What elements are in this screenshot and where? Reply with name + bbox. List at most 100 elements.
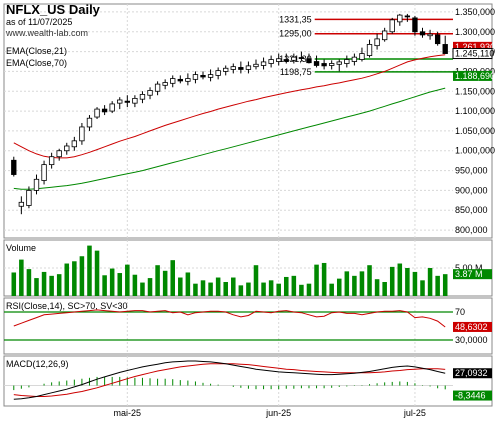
- volume-bar: [223, 282, 228, 296]
- candle-body: [41, 164, 47, 181]
- volume-bar: [193, 283, 198, 296]
- volume-bar: [26, 269, 32, 296]
- last-value-tag: [453, 70, 492, 81]
- candle-body: [86, 117, 93, 128]
- candle-body: [359, 53, 365, 60]
- price-y-tick-label: 1.300,000: [455, 27, 495, 37]
- candle-body: [419, 31, 426, 36]
- macd-last-tag: [453, 368, 492, 379]
- volume-bar: [162, 270, 168, 296]
- candle-body: [117, 99, 123, 104]
- x-tick-label: jun-25: [265, 408, 291, 418]
- volume-bar: [200, 280, 206, 296]
- volume-bar: [405, 268, 410, 296]
- rsi-last-tag: [453, 321, 492, 332]
- volume-bar: [238, 285, 244, 296]
- candle-body: [283, 59, 289, 62]
- volume-bar: [268, 280, 274, 296]
- candle-body: [124, 100, 130, 103]
- volume-bar: [215, 277, 221, 296]
- price-y-tick-label: 900,000: [455, 185, 488, 195]
- x-tick-label: jul-25: [403, 408, 426, 418]
- candle-body: [291, 56, 297, 61]
- macd-line: [13, 360, 446, 400]
- candle-body: [147, 90, 153, 96]
- price-y-tick-label: 800,000: [455, 225, 488, 235]
- candle-body: [238, 67, 244, 70]
- macd-last-label: 27,0932: [455, 368, 488, 378]
- volume-bar: [178, 277, 183, 296]
- candle-body: [374, 38, 380, 47]
- level-label: 1331,35: [279, 14, 312, 24]
- candle-body: [79, 126, 85, 142]
- volume-bar: [11, 272, 17, 296]
- site-url: www.wealth-lab.com: [6, 28, 89, 38]
- candle-body: [366, 44, 373, 56]
- volume-bar: [147, 278, 153, 296]
- volume-bar: [132, 274, 138, 296]
- volume-bar: [397, 263, 403, 296]
- price-y-tick-label: 1.350,000: [455, 7, 495, 17]
- price-y-tick-label: 1.050,000: [455, 126, 495, 136]
- volume-bar: [374, 279, 380, 296]
- price-y-tick-label: 1.000,000: [455, 146, 495, 156]
- volume-bar: [170, 260, 176, 296]
- volume-bar: [185, 272, 191, 296]
- volume-bar: [276, 283, 281, 296]
- candle-body: [268, 59, 274, 64]
- rsi-line: [13, 309, 446, 328]
- rsi-y-tick-label: 30,0000: [455, 335, 488, 345]
- last-value-tag: [453, 41, 492, 52]
- candle-body: [442, 44, 448, 54]
- volume-bar: [208, 282, 213, 296]
- as-of-date: as of 11/07/2025: [6, 17, 73, 27]
- candle-body: [253, 63, 259, 68]
- candle-body: [412, 17, 418, 33]
- ema-fast-line: [13, 54, 446, 159]
- candle-body: [132, 97, 138, 104]
- macd-last-tag: [453, 390, 492, 401]
- price-y-tick-label: 850,000: [455, 205, 488, 215]
- volume-bar: [321, 262, 327, 296]
- candle-body: [336, 61, 342, 65]
- candle-body: [71, 140, 78, 148]
- candle-body: [200, 74, 206, 78]
- volume-bar: [299, 284, 304, 296]
- volume-bar: [420, 280, 425, 296]
- volume-bar: [359, 271, 365, 296]
- candle-body: [94, 108, 100, 118]
- price-y-tick-label: 1.100,000: [455, 106, 495, 116]
- level-label: 1198,75: [280, 67, 312, 77]
- volume-bar: [117, 273, 123, 296]
- volume-bar: [427, 268, 433, 296]
- volume-bar: [41, 271, 47, 296]
- candle-body: [101, 108, 108, 113]
- candle-body: [64, 145, 70, 152]
- candle-body: [306, 58, 312, 64]
- candle-body: [245, 65, 252, 70]
- candle-body: [26, 190, 32, 206]
- candle-body: [48, 156, 55, 166]
- x-tick-label: mai-25: [114, 408, 142, 418]
- candle-body: [313, 61, 320, 66]
- level-label: 1295,00: [279, 29, 312, 39]
- volume-bar: [87, 245, 92, 296]
- candle-body: [230, 66, 236, 70]
- candle-body: [427, 33, 433, 37]
- candle-body: [434, 34, 441, 45]
- volume-bar: [367, 265, 372, 296]
- candle-body: [276, 58, 282, 62]
- volume-bar: [231, 277, 236, 296]
- candle-body: [170, 78, 176, 84]
- candle-body: [329, 63, 335, 66]
- volume-bar: [329, 283, 334, 296]
- volume-bar: [64, 263, 70, 296]
- volume-bar: [253, 265, 259, 296]
- volume-bar: [155, 265, 160, 296]
- candle-body: [344, 59, 350, 64]
- panel-frame-rsi: [3, 297, 493, 355]
- last-value-label: 1.245,110: [455, 49, 494, 59]
- volume-bar: [389, 266, 395, 296]
